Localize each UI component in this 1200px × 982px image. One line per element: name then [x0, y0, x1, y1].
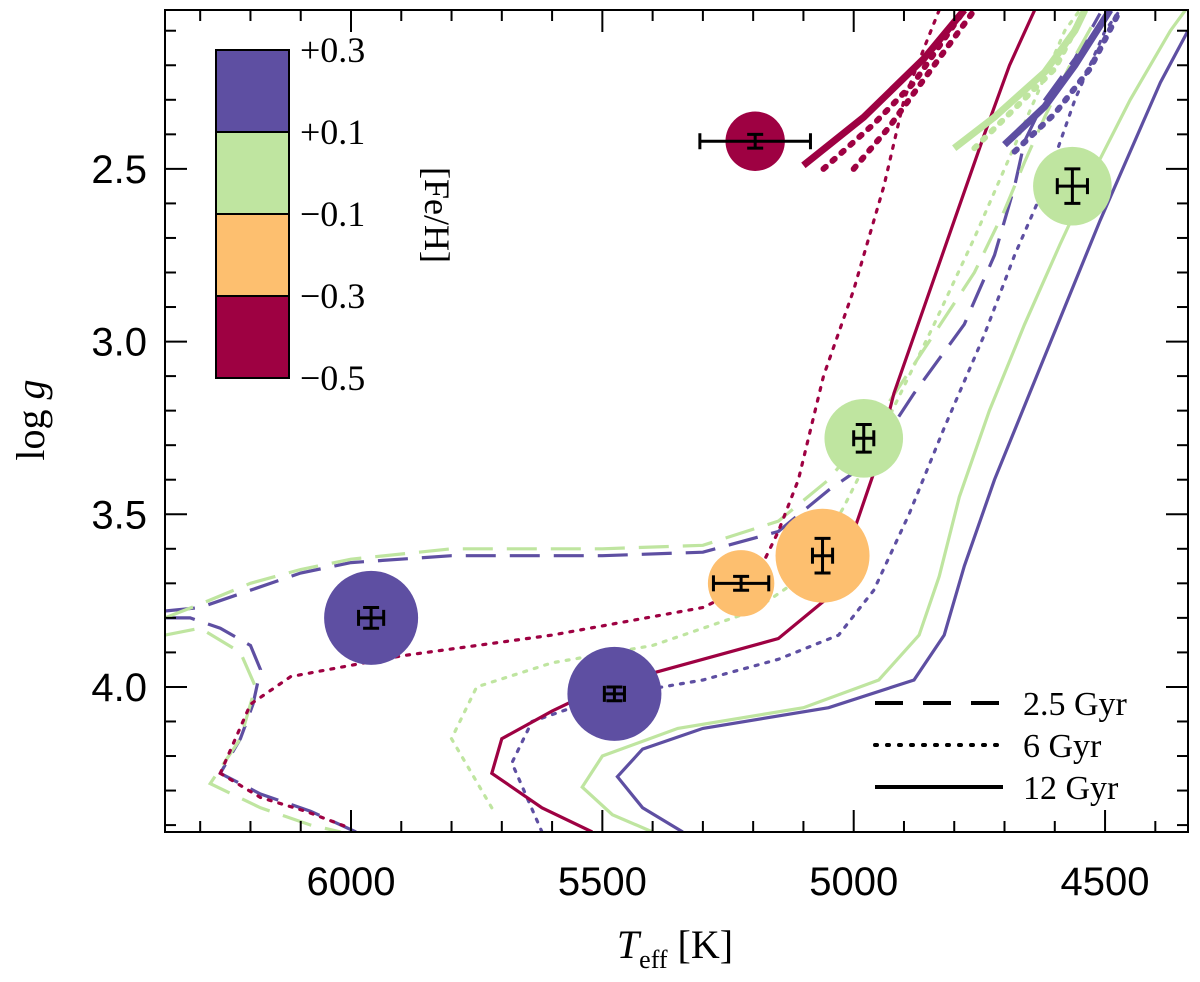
red-giant-segment-2 — [850, 10, 978, 172]
legend-label-2: 12 Gyr — [1023, 770, 1119, 807]
x-tick-label: 4500 — [1061, 860, 1150, 904]
isochrone-2-lower — [218, 771, 353, 831]
isochrone-1 — [165, 19, 1097, 620]
y-tick-label: 3.0 — [91, 321, 147, 365]
star-2 — [824, 398, 904, 478]
star-0 — [698, 111, 812, 171]
isochrone-6 — [580, 10, 1187, 832]
colorbar-title: [Fe/H] — [417, 167, 457, 263]
isochrone-layer — [165, 10, 1188, 832]
red-giant-segment-3 — [952, 10, 1089, 151]
axes-layer: 6000 5500 5000 4500 2.5 3.0 3.5 4.0 — [91, 9, 1189, 904]
colorbar-label-3: −0.3 — [300, 276, 365, 316]
red-giant-segment-1 — [820, 10, 968, 172]
red-giant-segment-0 — [801, 10, 967, 169]
isochrone-0 — [165, 12, 1102, 613]
star-1 — [1033, 146, 1112, 226]
y-axis-title: log g — [8, 379, 53, 460]
colorbar-label-0: +0.3 — [300, 30, 365, 70]
red-giant-segment-4 — [971, 10, 1088, 152]
colorbar-swatch-3 — [215, 295, 290, 379]
red-giant-segment-5 — [1002, 10, 1114, 148]
x-tick-label: 6000 — [307, 860, 396, 904]
isochrone-7 — [615, 29, 1188, 832]
points-layer — [324, 111, 1112, 741]
colorbar-swatch-2 — [215, 213, 290, 297]
colorbar-label-4: −0.5 — [300, 358, 365, 398]
colorbar-label-1: +0.1 — [300, 112, 365, 152]
isochrone-1-lower — [165, 626, 342, 832]
isochrone-0-lower — [165, 616, 357, 832]
isochrone-2 — [218, 10, 941, 775]
isochrone-4 — [510, 10, 1122, 832]
feh-colorbar: +0.3 +0.1 −0.1 −0.3 −0.5 — [215, 30, 365, 398]
star-3 — [775, 508, 870, 603]
y-tick-label: 3.5 — [91, 493, 147, 537]
star-6 — [567, 646, 662, 741]
colorbar-label-2: −0.1 — [300, 194, 365, 234]
star-5 — [324, 570, 419, 665]
x-axis-title: Teff [K] — [617, 922, 733, 974]
plot-frame — [164, 9, 1189, 833]
y-tick-label: 2.5 — [91, 148, 147, 192]
legend-label-1: 6 Gyr — [1023, 728, 1102, 765]
colorbar-swatch-1 — [215, 131, 290, 215]
colorbar-swatch-0 — [215, 49, 290, 133]
age-legend: 2.5 Gyr 6 Gyr 12 Gyr — [873, 686, 1128, 807]
y-tick-label: 4.0 — [91, 666, 147, 710]
red-giant-segment-6 — [1011, 10, 1124, 155]
x-tick-label: 5000 — [809, 860, 898, 904]
legend-label-0: 2.5 Gyr — [1023, 686, 1128, 723]
star-4 — [707, 550, 775, 617]
x-tick-label: 5500 — [558, 860, 647, 904]
